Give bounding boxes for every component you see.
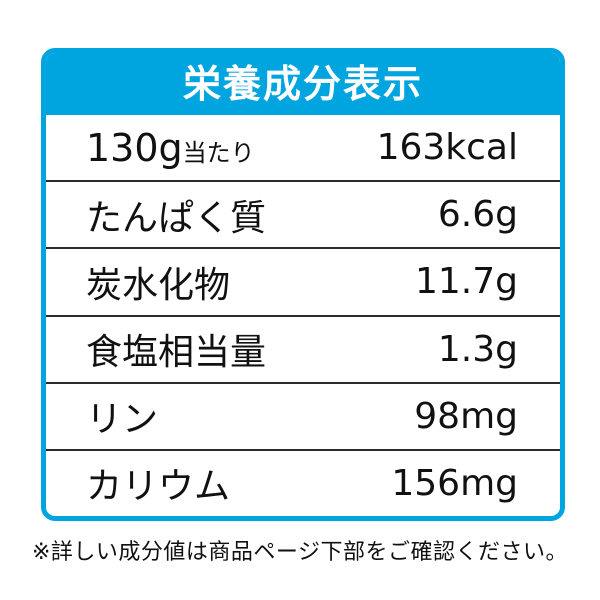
footnote: ※詳しい成分値は商品ページ下部をご確認ください。 <box>32 540 568 565</box>
table-row-salt: 食塩相当量 1.3g <box>46 314 560 382</box>
nutrient-name: 炭水化物 <box>86 264 231 306</box>
nutrient-name: カリウム <box>86 466 231 508</box>
nutrient-value: 6.6g <box>437 194 518 236</box>
nutrient-value: 156mg <box>391 462 518 504</box>
nutrient-value: 98mg <box>414 395 518 437</box>
nutrient-value: 11.7g <box>414 261 518 303</box>
serving-suffix: 当たり <box>182 138 255 167</box>
nutrient-name: たんぱく質 <box>86 197 267 239</box>
nutrient-value: 1.3g <box>437 328 518 370</box>
energy-value: 163kcal <box>376 127 518 169</box>
serving-label: 130g 当たり <box>86 126 255 170</box>
nutrient-name: リン <box>86 399 159 441</box>
nutrition-table: 130g 当たり 163kcal たんぱく質 6.6g 炭水化物 11.7g 食… <box>46 115 560 516</box>
nutrient-name: 食塩相当量 <box>86 332 267 374</box>
table-row-carbohydrate: 炭水化物 11.7g <box>46 247 560 314</box>
nutrition-facts-panel: 栄養成分表示 130g 当たり 163kcal たんぱく質 6.6g 炭水化物 … <box>41 48 565 521</box>
panel-header: 栄養成分表示 <box>46 53 560 115</box>
table-row-phosphorus: リン 98mg <box>46 381 560 449</box>
table-row-protein: たんぱく質 6.6g <box>46 180 560 247</box>
serving-amount: 130g <box>86 125 183 170</box>
panel-title: 栄養成分表示 <box>182 62 423 106</box>
table-row-serving: 130g 当たり 163kcal <box>46 115 560 180</box>
table-row-potassium: カリウム 156mg <box>46 448 560 516</box>
